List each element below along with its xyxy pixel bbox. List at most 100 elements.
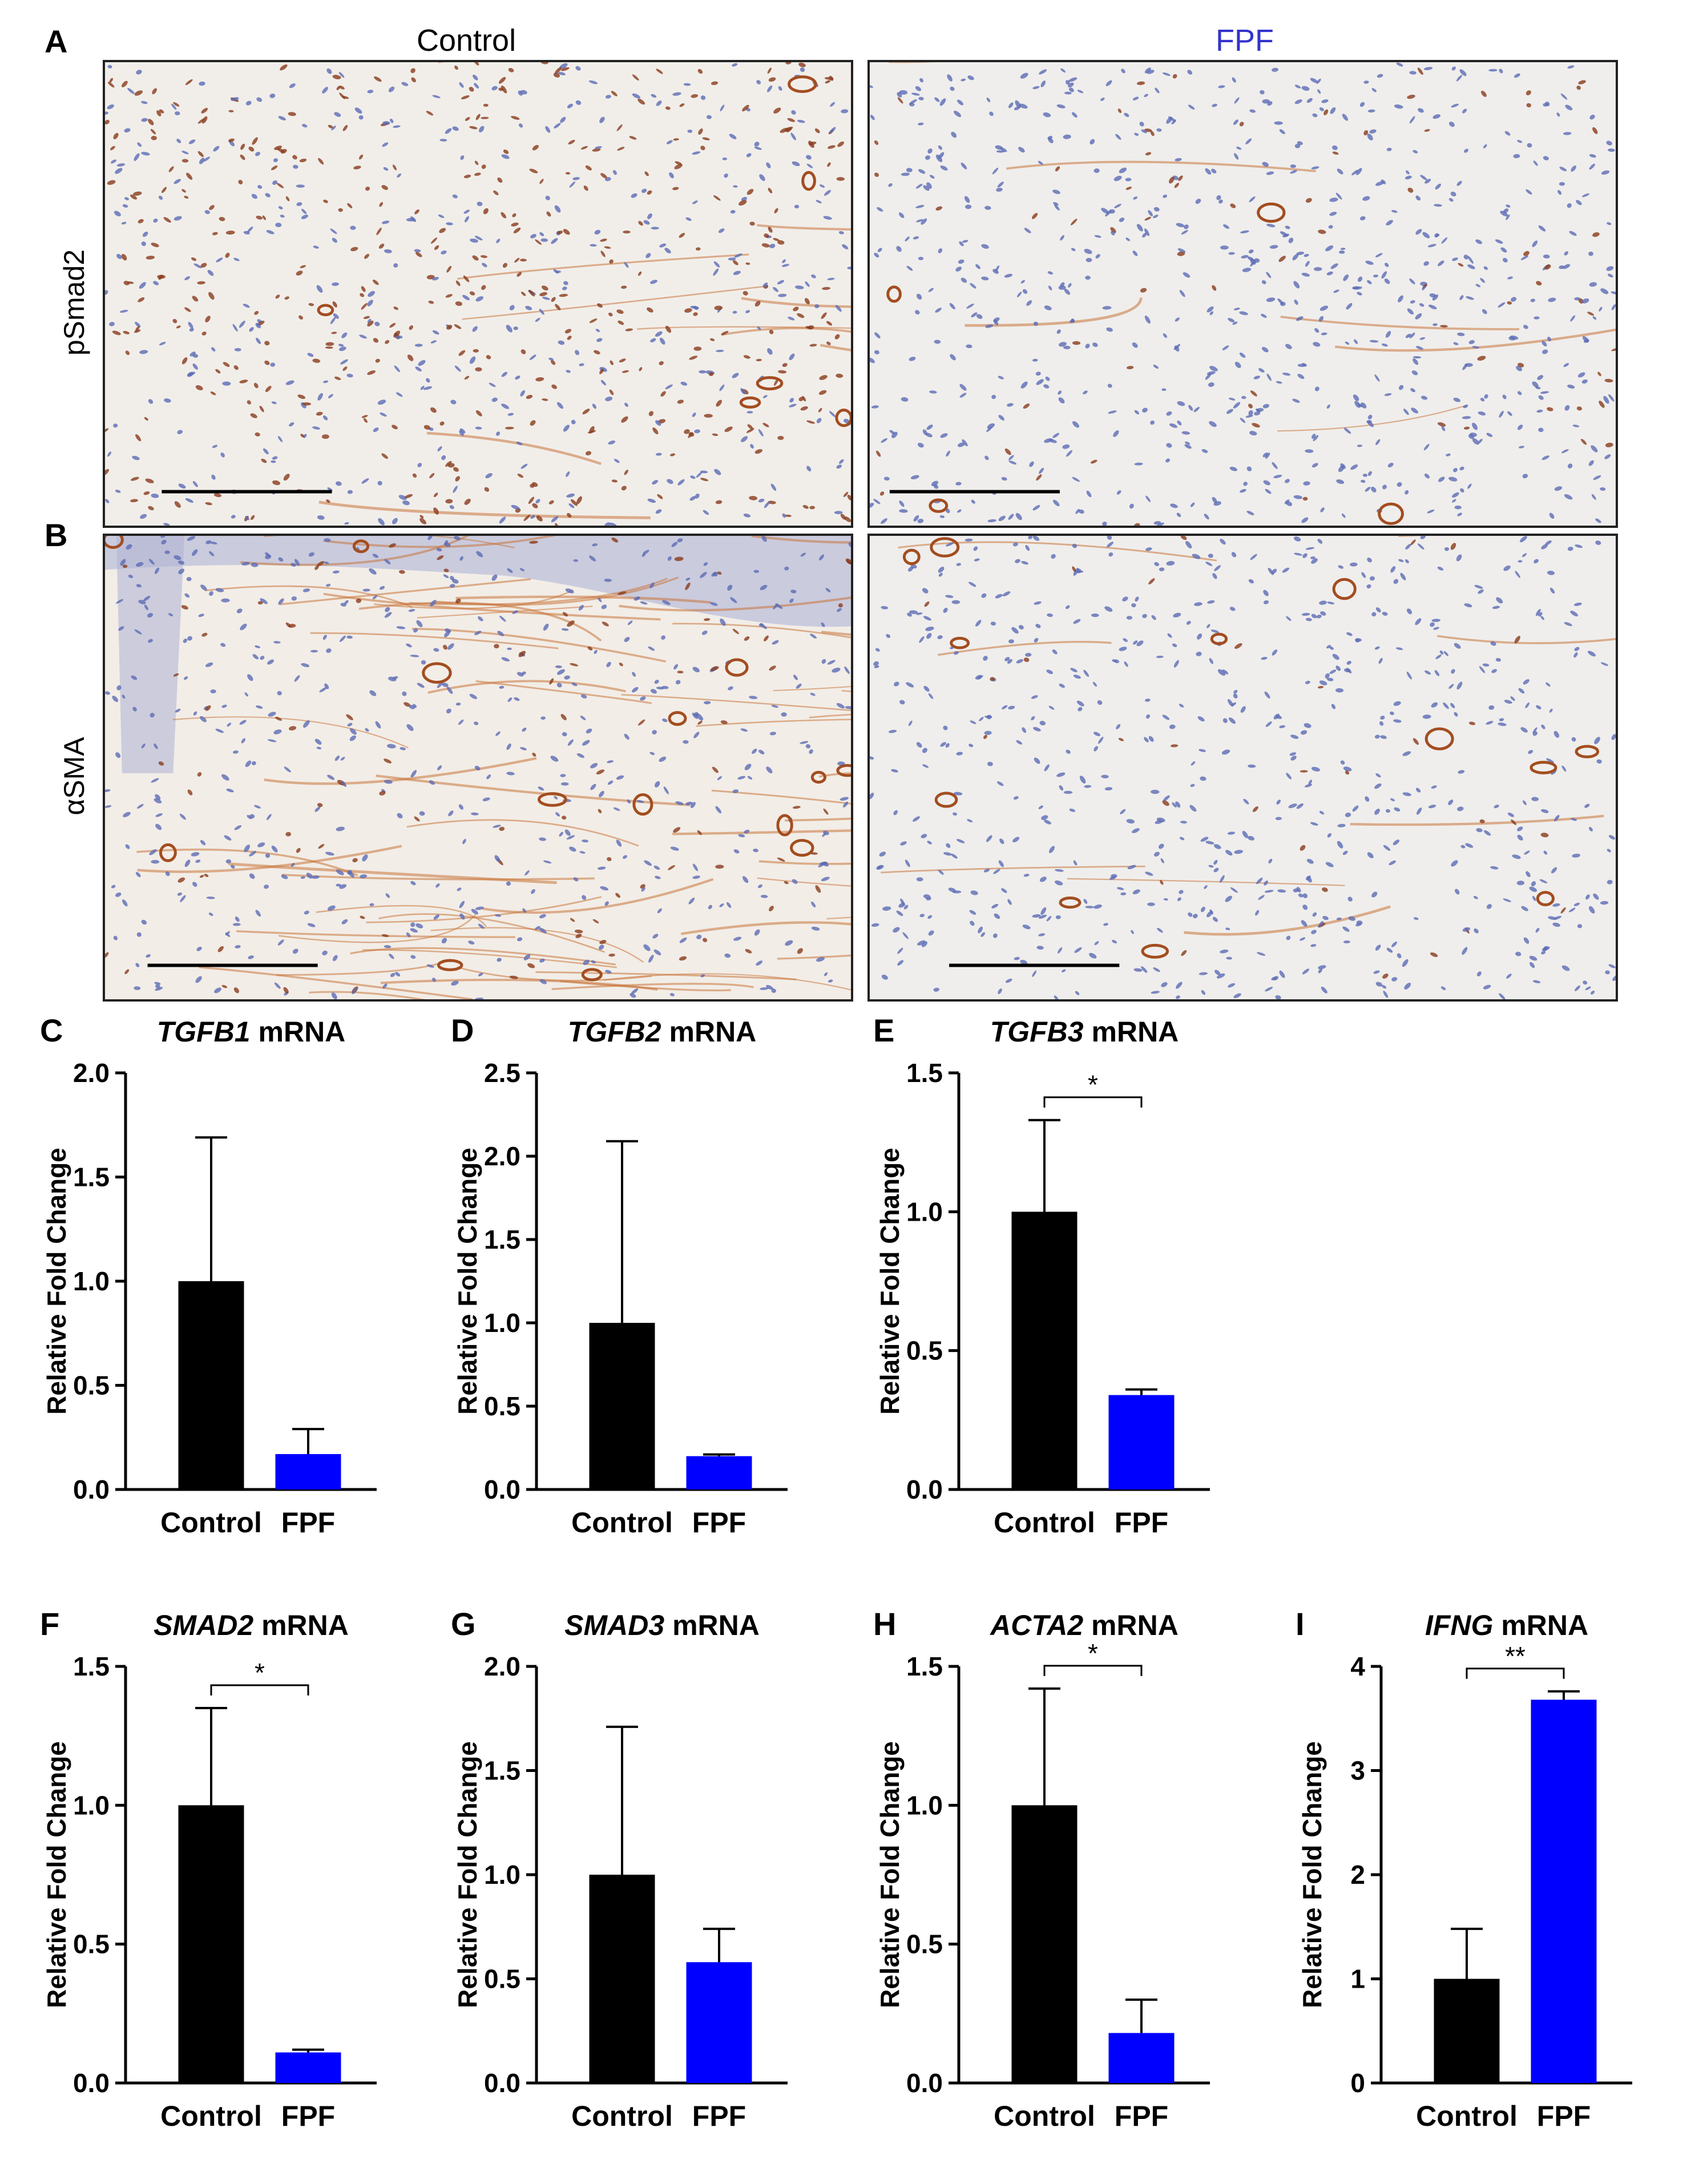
x-tick-label: Control [571, 1507, 673, 1539]
y-tick-label: 0.0 [484, 2068, 520, 2098]
y-axis-label: Relative Fold Change [453, 1741, 482, 2008]
chart-e: E TGFB3 mRNA Relative Fold Change 0.0 0.5 1.0… [856, 1010, 1267, 1581]
y-tick-label: 2.0 [484, 1141, 520, 1171]
chart-g: G SMAD3 mRNA Relative Fold Change 0.0 0.5 1.0… [434, 1604, 845, 2174]
chart-h: H ACTA2 mRNA Relative Fold Change 0.0 0.5 1.0… [856, 1604, 1267, 2174]
significance-label: ** [1505, 1641, 1526, 1671]
bar-fpf [1108, 2033, 1175, 2083]
x-tick-label: FPF [281, 2100, 335, 2132]
y-tick-label: 0.5 [906, 1336, 943, 1366]
y-tick-label: 0.5 [73, 1371, 110, 1400]
chart-d: D TGFB2 mRNA Relative Fold Change 0.0 0.5 1.0… [434, 1010, 845, 1581]
y-tick-label: 1.5 [73, 1162, 110, 1192]
chart-title: SMAD3 mRNA [564, 1609, 760, 1641]
panel-letter: C [40, 1012, 63, 1048]
chart-title: IFNG mRNA [1425, 1609, 1588, 1641]
panel-letter: G [451, 1606, 476, 1642]
bar-control [589, 1323, 655, 1489]
bar-control [178, 1281, 244, 1489]
significance-bracket [1043, 1665, 1143, 1676]
y-tick-label: 1 [1350, 1964, 1365, 1994]
y-tick-label: 0.5 [484, 1964, 520, 1994]
y-tick-label: 1.5 [484, 1756, 520, 1786]
panel-letter: D [451, 1012, 474, 1048]
y-tick-label: 1.5 [906, 1652, 943, 1681]
row-label-psmad2: pSmad2 [58, 249, 90, 356]
y-axis-label: Relative Fold Change [42, 1741, 71, 2008]
y-tick-label: 0.0 [73, 1475, 110, 1504]
y-tick-label: 1.0 [73, 1790, 110, 1820]
y-tick-label: 0.0 [73, 2068, 110, 2098]
chart-title: TGFB2 mRNA [568, 1016, 757, 1048]
column-header-control: Control [417, 23, 516, 58]
x-tick-label: FPF [692, 1507, 746, 1539]
micrograph-psmad2-control [103, 60, 853, 528]
y-tick-label: 2.5 [484, 1058, 520, 1088]
chart-c: C TGFB1 mRNA Relative Fold Change 0.0 0.5 1.0… [23, 1010, 434, 1581]
chart-title: TGFB3 mRNA [990, 1016, 1179, 1048]
x-tick-label: Control [1416, 2100, 1518, 2132]
y-tick-label: 0.5 [484, 1391, 520, 1421]
x-tick-label: FPF [692, 2100, 746, 2132]
y-axis-label: Relative Fold Change [875, 1148, 905, 1415]
y-tick-label: 2.0 [484, 1652, 520, 1681]
y-tick-label: 1.0 [906, 1197, 943, 1226]
y-tick-label: 1.0 [484, 1860, 520, 1890]
micrograph-asma-fpf [867, 534, 1618, 1002]
bar-fpf [686, 1456, 752, 1489]
y-tick-label: 0.0 [906, 1475, 943, 1504]
y-tick-label: 1.0 [484, 1308, 520, 1338]
x-tick-label: FPF [1115, 2100, 1168, 2132]
y-tick-label: 0.0 [906, 2068, 943, 2098]
panel-letter-a: A [45, 23, 68, 59]
x-tick-label: FPF [1537, 2100, 1591, 2132]
bar-fpf [275, 2052, 341, 2083]
panel-letter: I [1296, 1606, 1305, 1642]
y-tick-label: 0 [1350, 2068, 1365, 2098]
x-tick-label: FPF [281, 1507, 335, 1539]
significance-label: * [255, 1658, 265, 1688]
y-tick-label: 0.5 [73, 1929, 110, 1959]
y-axis-label: Relative Fold Change [453, 1148, 482, 1415]
y-tick-label: 1.5 [906, 1058, 943, 1088]
bar-control [1011, 1805, 1078, 2083]
bar-control [589, 1875, 655, 2083]
significance-bracket [1466, 1668, 1565, 1679]
panel-letter-b: B [45, 517, 68, 553]
y-tick-label: 1.5 [484, 1225, 520, 1254]
x-tick-label: Control [994, 1507, 1095, 1539]
significance-label: * [1088, 1070, 1098, 1100]
bar-fpf [1531, 1699, 1597, 2083]
panel-letter: E [873, 1012, 894, 1048]
micrograph-psmad2-fpf [867, 60, 1618, 528]
y-tick-label: 1.5 [73, 1652, 110, 1681]
y-axis-label: Relative Fold Change [875, 1741, 905, 2008]
column-header-fpf: FPF [1216, 23, 1274, 58]
bar-control [1434, 1979, 1500, 2083]
significance-bracket [1043, 1096, 1143, 1108]
y-tick-label: 4 [1350, 1652, 1365, 1681]
row-label-asma: αSMA [58, 737, 90, 816]
y-tick-label: 1.0 [73, 1266, 110, 1296]
x-tick-label: Control [994, 2100, 1095, 2132]
bar-control [178, 1805, 244, 2083]
y-axis-label: Relative Fold Change [1297, 1741, 1327, 2008]
y-tick-label: 1.0 [906, 1790, 943, 1820]
chart-title: ACTA2 mRNA [989, 1609, 1179, 1641]
bar-fpf [275, 1454, 341, 1489]
chart-f: F SMAD2 mRNA Relative Fold Change 0.0 0.5 1.0… [23, 1604, 434, 2174]
panel-letter: F [40, 1606, 59, 1642]
y-tick-label: 2 [1350, 1860, 1365, 1890]
micrograph-asma-control [103, 534, 853, 1002]
bar-fpf [1108, 1395, 1175, 1489]
bar-control [1011, 1212, 1078, 1489]
x-tick-label: Control [160, 1507, 262, 1539]
panel-letter: H [873, 1606, 896, 1642]
chart-title: TGFB1 mRNA [157, 1016, 346, 1048]
x-tick-label: Control [160, 2100, 262, 2132]
x-tick-label: Control [571, 2100, 673, 2132]
bar-fpf [686, 1962, 752, 2083]
y-axis-label: Relative Fold Change [42, 1148, 71, 1415]
significance-label: * [1088, 1638, 1098, 1668]
chart-i: I IFNG mRNA Relative Fold Change 0 1 2 3 4 Contr… [1278, 1604, 1689, 2174]
